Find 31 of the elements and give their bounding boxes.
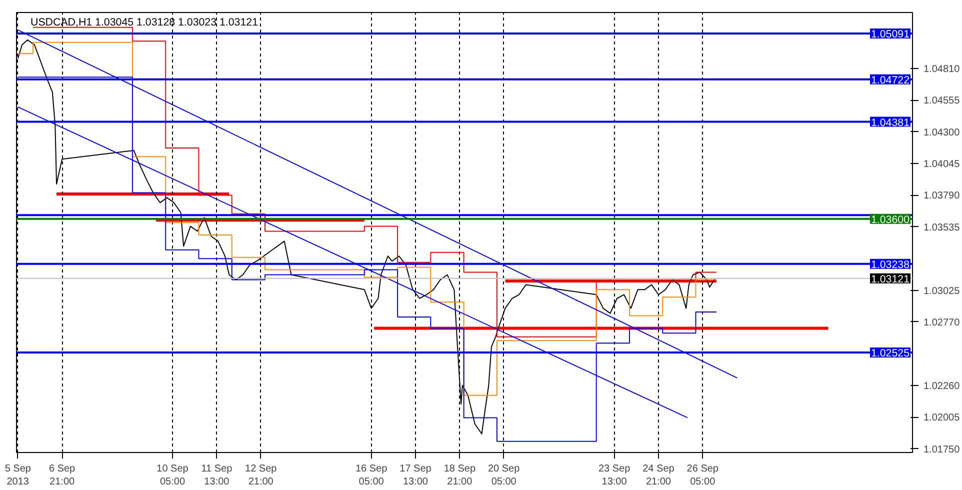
x-tick-label: 16 Sep 05:00: [355, 464, 388, 488]
x-tick-label: 11 Sep 13:00: [201, 464, 233, 488]
y-tick-label: 1.03025: [924, 286, 960, 297]
y-tick-label: 1.03535: [924, 222, 960, 234]
y-tick-label: 1.04555: [924, 96, 960, 107]
y-tick-label: 1.02770: [924, 317, 960, 328]
y-tick-label: 1.02260: [924, 380, 960, 392]
y-tick-label: 1.04045: [924, 159, 960, 170]
ref-line-label: 1.02525: [870, 347, 910, 360]
ref-line-label: 1.03121: [870, 273, 910, 286]
x-tick-label: 18 Sep 21:00: [444, 464, 476, 488]
ref-line-label: 1.03600: [870, 214, 910, 226]
x-tick-label: 12 Sep 21:00: [245, 464, 278, 488]
x-tick-label: 20 Sep 05:00: [488, 464, 520, 488]
ref-line-label: 1.05091: [870, 28, 910, 41]
ref-line-label: 1.04381: [870, 116, 910, 129]
y-tick-label: 1.03790: [924, 190, 960, 202]
y-tick-label: 1.01750: [924, 444, 960, 456]
x-tick-label: 5 Sep 2013: [4, 464, 32, 488]
y-tick-label: 1.02005: [924, 412, 960, 424]
x-tick-label: 26 Sep 05:00: [686, 464, 719, 488]
x-tick-label: 10 Sep 05:00: [156, 464, 189, 488]
ref-line-label: 1.04722: [870, 74, 910, 86]
ref-line-label: 1.03238: [870, 258, 910, 271]
y-tick-label: 1.04810: [924, 64, 960, 75]
x-tick-label: 6 Sep 21:00: [48, 464, 76, 488]
x-tick-label: 23 Sep 13:00: [598, 464, 631, 488]
x-tick-label: 17 Sep 13:00: [400, 464, 432, 488]
y-tick-label: 1.04300: [924, 127, 960, 138]
chart-title: USDCAD,H1 1.03045 1.03128 1.03023 1.03121: [30, 16, 258, 28]
x-tick-label: 24 Sep 21:00: [642, 464, 675, 488]
